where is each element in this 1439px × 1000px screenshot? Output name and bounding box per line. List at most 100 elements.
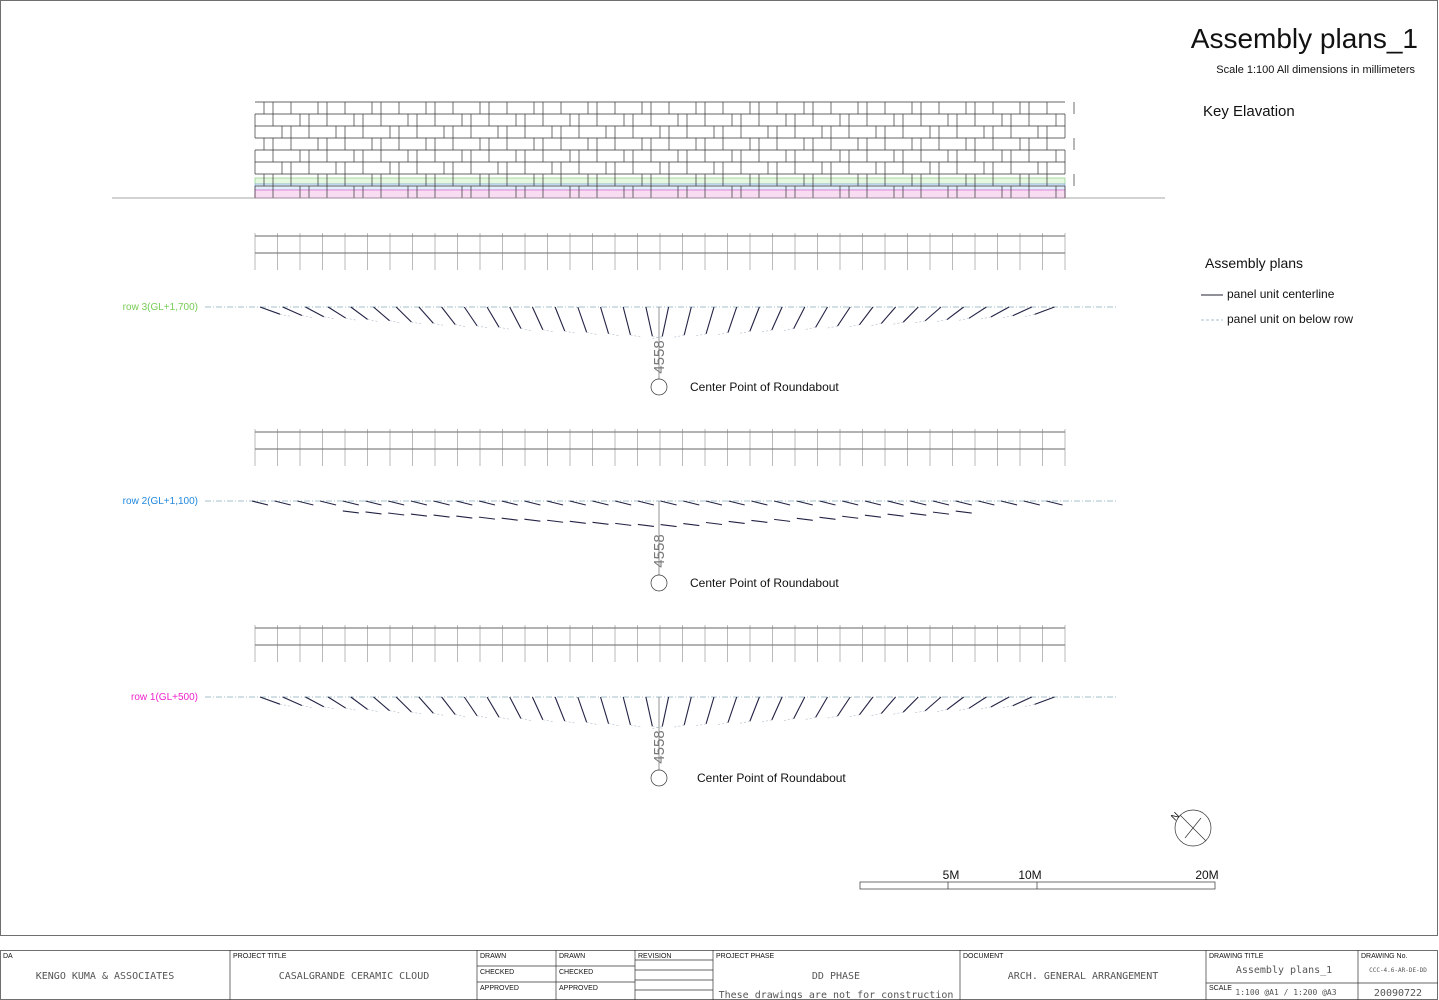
title-block: DA KENGO KUMA & ASSOCIATES PROJECT TITLE… xyxy=(0,950,1438,1000)
panel-unit xyxy=(705,306,715,335)
panel-unit xyxy=(259,306,281,315)
panel-unit xyxy=(660,524,677,528)
panel-unit xyxy=(327,696,346,709)
panel-below xyxy=(871,713,882,716)
panel-below xyxy=(630,334,641,338)
panel-below xyxy=(564,720,575,724)
panel-unit xyxy=(478,516,496,520)
panel-unit xyxy=(910,512,927,516)
panel-below xyxy=(936,709,948,712)
panel-unit xyxy=(842,500,859,506)
tb-label: DRAWING No. xyxy=(1361,953,1407,960)
panel-unit xyxy=(456,515,473,519)
tb-note: These drawings are not for construction xyxy=(719,990,954,1000)
panel-unit xyxy=(554,696,566,722)
panel-unit xyxy=(1046,500,1063,506)
panel-unit xyxy=(395,696,412,713)
panel-below xyxy=(345,317,356,321)
panel-unit xyxy=(388,512,405,516)
panel-unit xyxy=(1034,306,1055,315)
tb-label: DA xyxy=(3,953,13,960)
panel-unit xyxy=(546,500,564,506)
panel-below xyxy=(477,325,488,329)
panel-below xyxy=(936,319,948,322)
panel-unit xyxy=(705,521,723,526)
panel-below xyxy=(827,715,838,719)
panel-unit xyxy=(531,306,544,330)
panel-below xyxy=(696,723,707,727)
panel-below xyxy=(367,709,378,712)
panel-unit xyxy=(319,500,337,506)
tb-label: CHECKED xyxy=(480,969,514,976)
panel-unit xyxy=(771,306,783,331)
scale-label: 10M xyxy=(1018,868,1041,882)
panel-below xyxy=(915,320,926,324)
panel-unit xyxy=(637,500,655,506)
panel-unit xyxy=(887,500,904,506)
panel-below xyxy=(630,724,641,728)
panel-unit xyxy=(1012,696,1033,707)
panel-unit xyxy=(441,306,456,325)
tb-label: SCALE xyxy=(1209,985,1232,992)
panel-below xyxy=(542,329,553,333)
panel-unit xyxy=(569,500,586,506)
tb-label: DRAWN xyxy=(480,953,506,960)
panel-unit xyxy=(486,696,500,718)
tb-value: CCC-4.6-AR-DE-DD xyxy=(1369,967,1427,974)
panel-unit xyxy=(441,696,456,715)
panel-unit xyxy=(547,519,564,523)
panel-below xyxy=(761,719,772,723)
hatch-band xyxy=(254,189,1066,199)
panel-below xyxy=(739,721,750,724)
panel-unit xyxy=(478,500,496,506)
panel-below xyxy=(455,714,466,717)
panel-unit xyxy=(599,696,610,724)
panel-unit xyxy=(910,500,927,506)
panel-unit xyxy=(751,500,768,506)
tb-label: REVISION xyxy=(638,953,671,960)
row-label: row 3(GL+1,700) xyxy=(123,302,198,313)
tb-label: PROJECT PHASE xyxy=(716,953,775,960)
panel-unit xyxy=(433,514,450,518)
panel-below xyxy=(958,708,969,711)
panel-below xyxy=(761,329,772,333)
panel-unit xyxy=(661,306,670,337)
panel-unit xyxy=(751,519,768,523)
panel-unit xyxy=(486,306,500,328)
panel-unit xyxy=(887,513,904,517)
legend-item: panel unit centerline xyxy=(1227,287,1335,301)
panel-below xyxy=(893,321,904,325)
panel-unit xyxy=(554,306,566,332)
panel-unit xyxy=(259,696,281,705)
panel-unit xyxy=(880,696,897,714)
panel-below xyxy=(980,316,991,320)
legend-title: Assembly plans xyxy=(1205,255,1303,271)
center-label: Center Point of Roundabout xyxy=(697,771,846,785)
panel-unit xyxy=(660,500,677,506)
panel-unit xyxy=(622,696,631,726)
panel-below xyxy=(520,328,531,331)
north-label: N xyxy=(1169,810,1182,823)
tb-value: CASALGRANDE CERAMIC CLOUD xyxy=(279,971,430,982)
panel-unit xyxy=(864,514,881,518)
center-label: Center Point of Roundabout xyxy=(690,380,839,394)
panel-unit xyxy=(946,306,965,321)
panel-unit xyxy=(815,306,828,328)
panel-unit xyxy=(305,696,325,708)
tb-label: PROJECT TITLE xyxy=(233,953,287,960)
panel-below xyxy=(323,706,334,710)
panel-below xyxy=(433,323,444,326)
panel-below xyxy=(455,324,466,327)
panel-unit xyxy=(749,696,760,722)
panel-unit xyxy=(796,517,813,521)
panel-unit xyxy=(622,306,631,336)
panel-unit xyxy=(819,500,836,506)
panel-below xyxy=(498,326,510,330)
panel-unit xyxy=(395,306,412,323)
center-label: Center Point of Roundabout xyxy=(690,576,839,590)
panel-unit xyxy=(1034,696,1055,705)
row-label: row 2(GL+1,100) xyxy=(123,496,198,507)
tb-value: ARCH. GENERAL ARRANGEMENT xyxy=(1008,971,1159,982)
panel-unit xyxy=(705,696,715,725)
hatch-band xyxy=(254,183,1066,191)
